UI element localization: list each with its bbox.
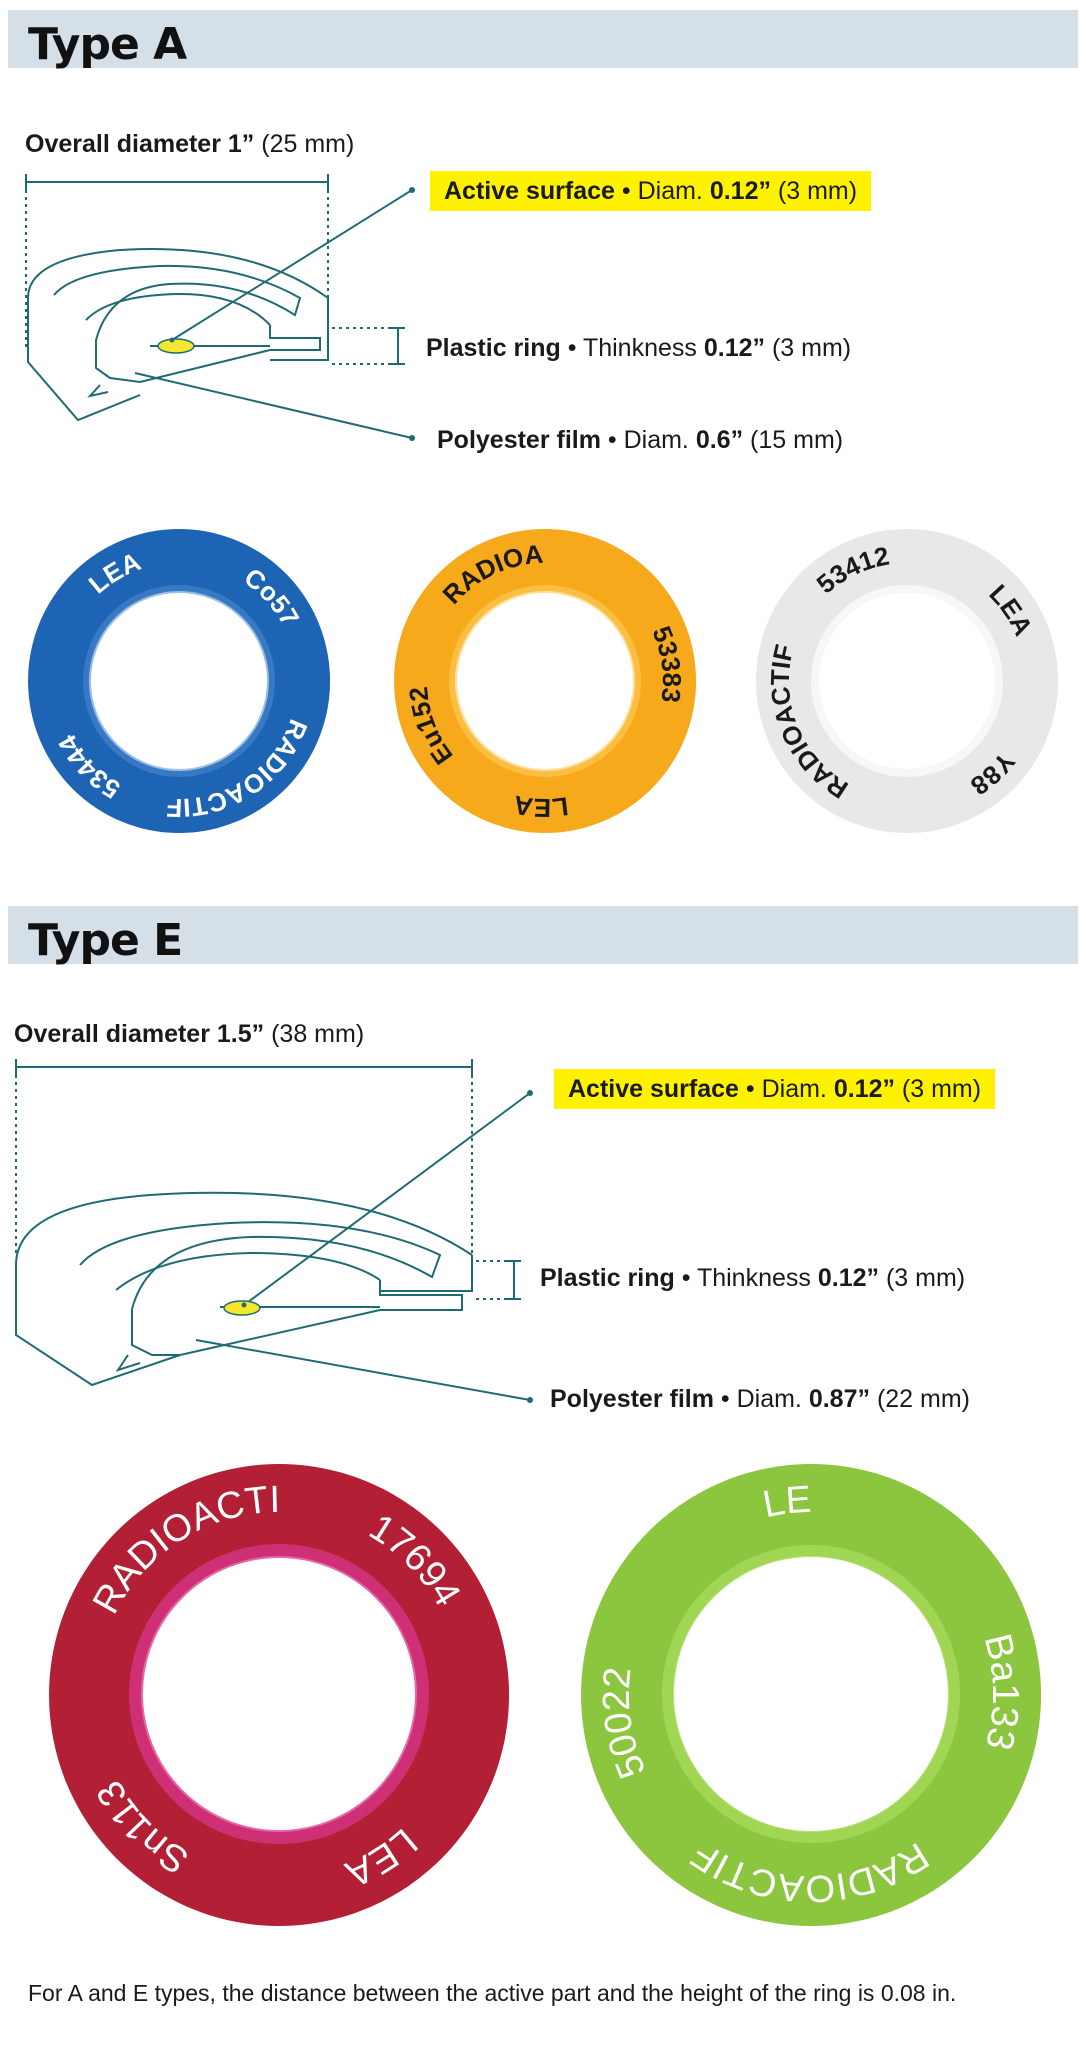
type-a-header: Type A xyxy=(8,10,1078,70)
svg-text:Ba133: Ba133 xyxy=(976,1630,1026,1754)
footnote: For A and E types, the distance between … xyxy=(28,1980,957,2006)
type-a-yellow-source-ring: RADIOACTIF 53383 LEA Eu152 xyxy=(390,525,697,833)
ring-label: LEA xyxy=(511,790,570,823)
type-e-overall-diameter-label: Overall diameter 1.5” (38 mm) xyxy=(14,1020,365,1048)
type-e-title: Type E xyxy=(28,915,183,966)
type-a-overall-diameter-label: Overall diameter 1” (25 mm) xyxy=(25,130,355,158)
type-a-active-surface-label: Active surface • Diam. 0.12” (3 mm) xyxy=(430,171,872,211)
type-a-blue-source-ring: LEA Co57 RADIOACTIF 53444 xyxy=(28,529,331,833)
type-e-active-surface-label: Active surface • Diam. 0.12” (3 mm) xyxy=(554,1069,996,1109)
type-a-white-source-ring: 53412 LEA Y88 RADIOACTIF xyxy=(756,529,1059,833)
type-e-plastic-ring-label: Plastic ring • Thinkness 0.12” (3 mm) xyxy=(540,1264,966,1292)
type-e-green-source-ring: LEA Ba133 RADIOACTIF 50022 xyxy=(578,1462,1042,1926)
ring-label: Ba133 xyxy=(976,1630,1026,1754)
type-e-cross-section-diagram xyxy=(15,1059,533,1403)
type-e-header: Type E xyxy=(8,906,1078,966)
type-a-cross-section-diagram xyxy=(25,174,415,441)
type-e-red-source-ring: RADIOACTIF 17694 LEA Sn113 xyxy=(46,1462,510,1926)
type-a-polyester-film-label: Polyester film • Diam. 0.6” (15 mm) xyxy=(437,426,844,454)
type-e-polyester-film-label: Polyester film • Diam. 0.87” (22 mm) xyxy=(550,1385,970,1413)
svg-text:LEA: LEA xyxy=(511,790,570,823)
type-a-title: Type A xyxy=(28,19,187,70)
type-a-plastic-ring-label: Plastic ring • Thinkness 0.12” (3 mm) xyxy=(426,334,852,362)
